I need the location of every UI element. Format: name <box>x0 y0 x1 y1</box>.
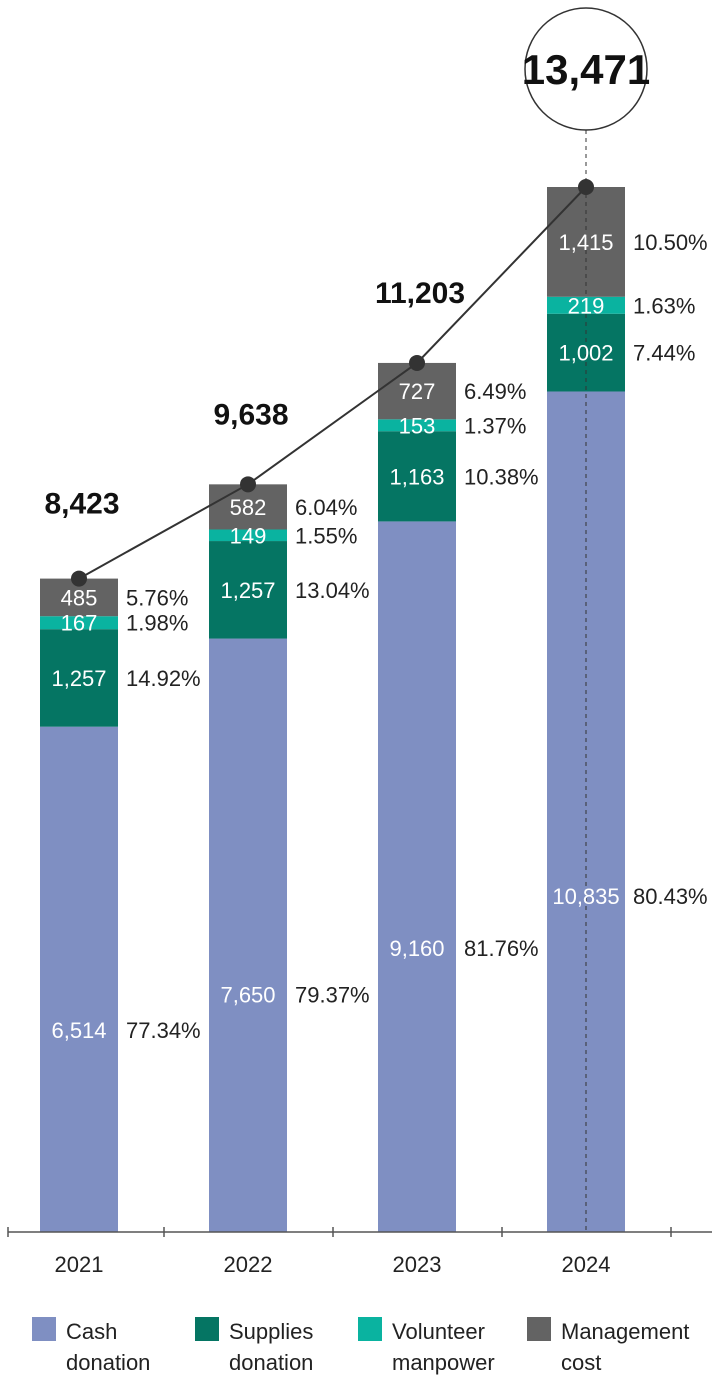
segment-value-label: 167 <box>61 611 98 636</box>
total-label-2023: 11,203 <box>375 277 465 310</box>
segment-percent-label: 7.44% <box>633 341 695 366</box>
segment-percent-label: 79.37% <box>295 983 370 1008</box>
x-tick-label: 2021 <box>55 1252 104 1277</box>
total-point-2023 <box>409 354 425 371</box>
segment-percent-label: 1.55% <box>295 523 357 548</box>
bar-segment-2023-3 <box>378 362 456 420</box>
legend-label-line1: Management <box>561 1319 689 1344</box>
total-label-2022: 9,638 <box>213 398 288 431</box>
legend: Cash donation Supplies donation Volunteer man… <box>32 1317 689 1375</box>
segment-percent-label: 6.04% <box>295 495 357 520</box>
segment-percent-label: 5.76% <box>126 585 188 610</box>
legend-swatch <box>527 1317 551 1341</box>
total-label-2021: 8,423 <box>44 488 119 521</box>
segment-percent-label: 1.37% <box>464 413 526 438</box>
legend-label-line2: cost <box>561 1350 601 1375</box>
segment-value-label: 1,002 <box>558 341 613 366</box>
bar-segment-2021-2 <box>40 616 118 630</box>
total-label-2024: 13,471 <box>522 46 650 93</box>
segment-percent-label: 10.50% <box>633 230 708 255</box>
legend-label-line2: manpower <box>392 1350 495 1375</box>
legend-swatch <box>358 1317 382 1341</box>
legend-label-line2: donation <box>229 1350 313 1375</box>
segment-percent-label: 81.76% <box>464 936 539 961</box>
segment-value-label: 485 <box>61 585 98 610</box>
segment-value-label: 582 <box>230 495 267 520</box>
segment-percent-label: 13.04% <box>295 578 370 603</box>
segment-percent-label: 1.63% <box>633 293 695 318</box>
x-tick-label: 2022 <box>224 1252 273 1277</box>
segment-value-label: 9,160 <box>389 936 444 961</box>
bar-segment-2023-1 <box>378 431 456 522</box>
legend-label-line1: Cash <box>66 1319 117 1344</box>
bar-segment-2023-2 <box>378 419 456 432</box>
legend-label-line1: Supplies <box>229 1319 313 1344</box>
total-highlight-circle <box>524 7 648 131</box>
segment-value-label: 1,257 <box>51 666 106 691</box>
x-tick-label: 2024 <box>562 1252 611 1277</box>
legend-label-line1: Volunteer <box>392 1319 485 1344</box>
segment-percent-label: 6.49% <box>464 379 526 404</box>
segment-percent-label: 1.98% <box>126 611 188 636</box>
bar-segment-2022-1 <box>209 541 287 639</box>
segment-value-label: 149 <box>230 523 267 548</box>
segment-percent-label: 10.38% <box>464 464 539 489</box>
segment-value-label: 1,257 <box>220 578 275 603</box>
bar-segment-2023-0 <box>378 521 456 1232</box>
legend-label-line2: donation <box>66 1350 150 1375</box>
labels-layer: 6,514 77.34% 1,257 14.92% 167 1.98% 485 5.76% 7,… <box>44 7 708 1043</box>
bars-layer <box>40 187 625 1232</box>
bar-segment-2024-2 <box>547 296 625 314</box>
x-axis: 2021 2022 2023 2024 <box>7 1227 712 1277</box>
segment-value-label: 10,835 <box>552 884 619 909</box>
segment-percent-label: 80.43% <box>633 884 708 909</box>
total-trend-line <box>78 186 587 580</box>
segment-value-label: 727 <box>399 379 436 404</box>
bar-segment-2021-0 <box>40 726 118 1232</box>
segment-value-label: 7,650 <box>220 983 275 1008</box>
segment-value-label: 6,514 <box>51 1018 106 1043</box>
segment-value-label: 1,415 <box>558 230 613 255</box>
segment-value-label: 153 <box>399 413 436 438</box>
total-trend-line-layer <box>71 130 594 1232</box>
bar-segment-2021-1 <box>40 629 118 727</box>
segment-value-label: 219 <box>568 293 605 318</box>
bar-segment-2022-0 <box>209 638 287 1232</box>
legend-swatch <box>195 1317 219 1341</box>
legend-swatch <box>32 1317 56 1341</box>
total-point-2024 <box>578 179 594 195</box>
segment-value-label: 1,163 <box>389 464 444 489</box>
total-point-2022 <box>240 476 256 493</box>
segment-percent-label: 14.92% <box>126 666 201 691</box>
x-tick-label: 2023 <box>393 1252 442 1277</box>
total-point-2021 <box>71 570 87 587</box>
bar-segment-2022-2 <box>209 529 287 542</box>
segment-percent-label: 77.34% <box>126 1018 201 1043</box>
